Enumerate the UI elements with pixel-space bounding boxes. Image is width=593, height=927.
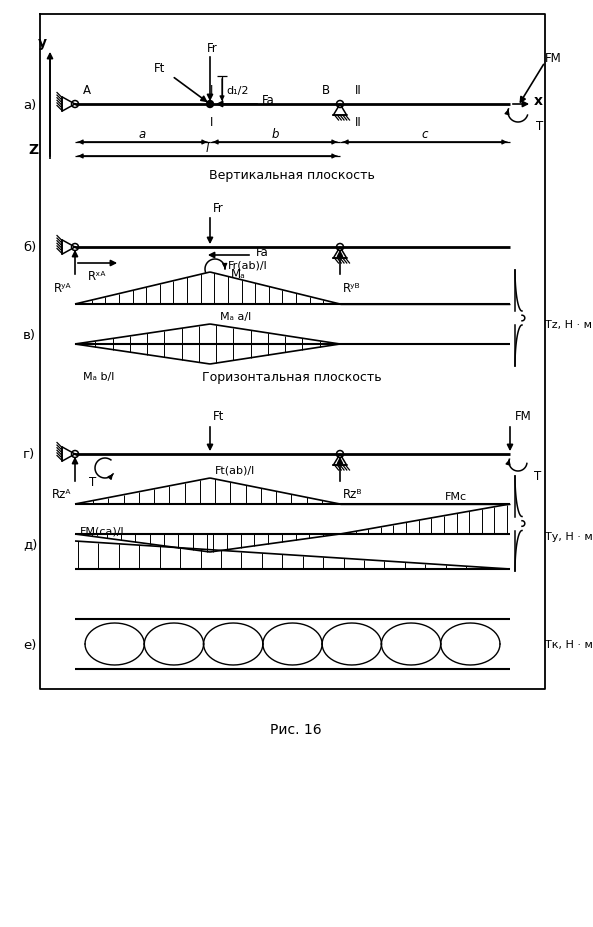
Text: c: c [422,127,428,140]
Text: l: l [205,141,209,154]
Text: Горизонтальная плоскость: Горизонтальная плоскость [202,370,382,383]
Text: Рис. 16: Рис. 16 [270,722,322,736]
Text: Ft(ab)/l: Ft(ab)/l [215,465,255,476]
Text: T: T [537,121,544,133]
Text: Rᴢᴮ: Rᴢᴮ [343,488,362,501]
Text: в): в) [23,328,36,341]
Text: Tу, Н · мм: Tу, Н · мм [545,531,593,541]
Text: II: II [355,115,361,128]
Text: д): д) [23,538,37,551]
Text: Tк, Н · мм: Tк, Н · мм [545,640,593,649]
Text: FМ(ca)/l: FМ(ca)/l [80,527,125,537]
Text: Ft: Ft [154,62,165,75]
Text: Fa: Fa [262,94,275,107]
Text: y: y [37,36,46,50]
Text: Ft: Ft [213,410,224,423]
Text: Fr: Fr [206,42,218,55]
Text: Fr: Fr [213,201,224,214]
Text: Mₐ a/l: Mₐ a/l [220,311,251,322]
Text: Mₐ b/l: Mₐ b/l [83,372,114,382]
Text: I: I [211,84,213,97]
Text: Mₐ: Mₐ [231,267,246,280]
Text: T: T [534,470,541,483]
Text: b: b [271,127,279,140]
Text: d₁/2: d₁/2 [227,86,249,95]
Text: г): г) [23,448,35,461]
Text: a: a [138,127,146,140]
Text: I: I [211,115,213,128]
Text: Z: Z [28,143,38,157]
Text: Rʸᴬ: Rʸᴬ [53,281,71,294]
Text: б): б) [23,241,36,254]
Text: Fa: Fa [256,247,269,260]
Text: B: B [322,84,330,97]
Text: x: x [534,94,543,108]
Text: a): a) [23,98,36,111]
Circle shape [206,101,213,108]
Text: T: T [90,476,97,489]
Text: A: A [83,84,91,97]
Text: FМ: FМ [515,410,532,423]
Text: Fr(ab)/l: Fr(ab)/l [228,260,268,270]
Text: Rᴢᴬ: Rᴢᴬ [52,488,71,501]
Text: е): е) [23,638,36,651]
Text: II: II [355,84,361,97]
Text: Rʸᴮ: Rʸᴮ [343,281,361,294]
Text: FМс: FМс [445,491,467,502]
Text: Вертикальная плоскость: Вертикальная плоскость [209,169,375,182]
Text: Tᴢ, Н · мм: Tᴢ, Н · мм [545,320,593,330]
Text: FМ: FМ [544,51,562,65]
Text: Rˣᴬ: Rˣᴬ [88,269,106,282]
